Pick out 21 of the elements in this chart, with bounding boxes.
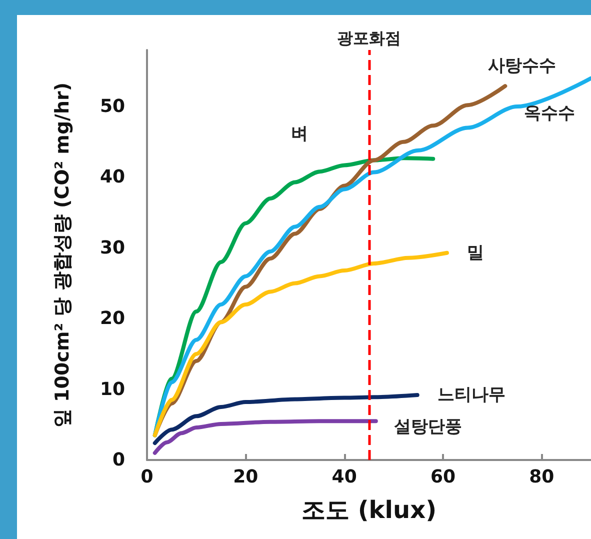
y-tick-label: 0 bbox=[112, 450, 125, 470]
y-tick-label: 30 bbox=[100, 237, 125, 258]
x-tick-label: 20 bbox=[233, 466, 258, 488]
series-label: 느티나무 bbox=[437, 384, 506, 405]
y-tick-label: 50 bbox=[100, 96, 125, 118]
line-series bbox=[152, 419, 378, 455]
x-axis-title: 조도 (klux) bbox=[301, 496, 437, 524]
x-tick-label: 80 bbox=[529, 466, 554, 488]
x-tick-label: 40 bbox=[332, 466, 357, 488]
x-tick-label: 0 bbox=[140, 466, 154, 488]
series-label: 밀 bbox=[466, 242, 484, 263]
y-tick-label: 10 bbox=[100, 378, 125, 400]
series-label: 사탕수수 bbox=[488, 56, 556, 76]
series-label: 옥수수 bbox=[524, 103, 575, 124]
series-label: 설탕단풍 bbox=[394, 417, 462, 438]
x-tick-label: 60 bbox=[430, 466, 456, 488]
y-axis-title: 잎 100cm² 당 광합성량 (CO² mg/hr) bbox=[52, 82, 74, 428]
y-tick-label: 20 bbox=[100, 308, 125, 330]
series-label: 벼 bbox=[291, 124, 308, 144]
ref-line-label: 광포화점 bbox=[337, 28, 401, 48]
y-tick-label: 40 bbox=[100, 166, 125, 188]
